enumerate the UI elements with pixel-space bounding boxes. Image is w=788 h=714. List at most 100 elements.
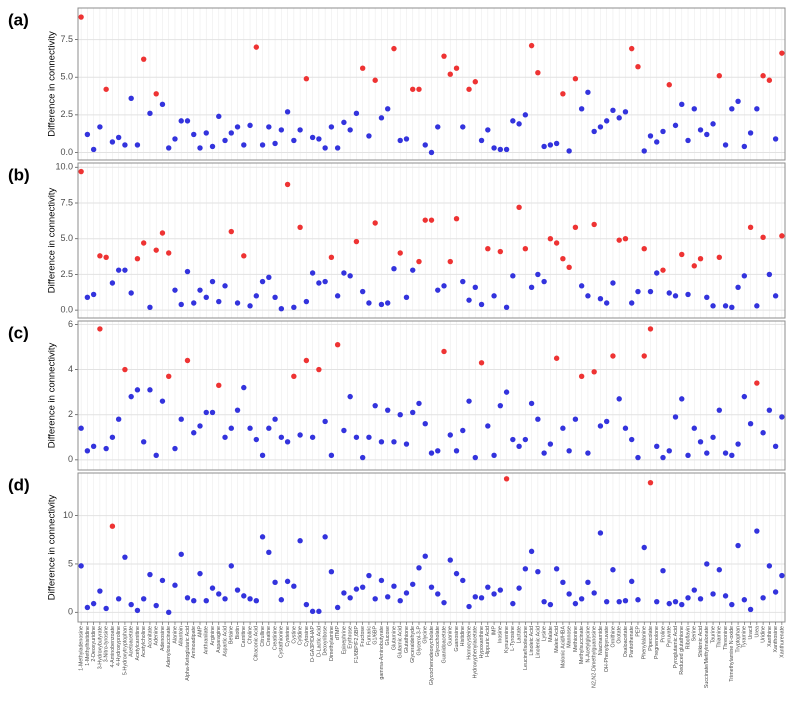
point [466, 398, 472, 404]
point [522, 436, 529, 443]
point [522, 566, 529, 572]
point [610, 280, 616, 286]
point [172, 445, 178, 452]
point [209, 409, 216, 416]
panel-label: (b) [8, 165, 30, 184]
point [378, 115, 385, 121]
point [447, 432, 453, 438]
point [754, 380, 760, 386]
point [729, 452, 735, 459]
point [528, 42, 535, 49]
x-tick-label: Leucine/Isoleucine [523, 626, 529, 670]
point [353, 238, 360, 245]
point [416, 400, 422, 407]
point [247, 303, 253, 309]
x-tick-label: AMP [197, 626, 203, 638]
point [278, 306, 285, 312]
point [284, 109, 291, 115]
point [747, 224, 754, 230]
point [203, 130, 209, 136]
x-tick-label: Serine [692, 626, 698, 641]
point [472, 594, 478, 600]
panel-label: (d) [8, 475, 30, 494]
point [460, 278, 466, 285]
point [747, 421, 754, 427]
point [535, 271, 541, 278]
x-tick-label: Cytidine [298, 626, 304, 645]
point [510, 436, 516, 443]
x-tick-label: Glutathione [404, 626, 410, 653]
y-tick-label: 4 [68, 364, 73, 374]
x-tick-label: Homocysteine [466, 626, 472, 660]
point [309, 434, 316, 440]
point [622, 109, 629, 115]
point [341, 427, 347, 434]
point [616, 396, 622, 402]
point [353, 434, 360, 440]
panel-label: (c) [8, 323, 29, 342]
point [140, 596, 147, 602]
point [241, 253, 247, 259]
y-tick-label: 7.5 [60, 197, 73, 207]
point [397, 598, 403, 604]
point [385, 594, 391, 600]
point [272, 579, 278, 586]
point [128, 290, 134, 296]
point [647, 133, 654, 139]
point [403, 136, 410, 142]
x-tick-label: Pregnenolone [654, 626, 660, 659]
point [378, 301, 385, 308]
point [722, 303, 729, 309]
point [747, 130, 754, 136]
point [84, 131, 91, 138]
x-tick-label: Methionine [573, 626, 579, 652]
point [516, 443, 522, 449]
point [84, 294, 91, 300]
y-tick-label: 5 [68, 558, 73, 568]
y-axis-title: Difference in connectivity [47, 343, 58, 449]
x-tick-label: Phenylalanine [642, 626, 648, 659]
x-tick-label: Biotin [235, 626, 241, 639]
x-tick-label: Asparagine [216, 626, 222, 653]
panel-border [77, 162, 786, 319]
point [159, 230, 166, 236]
point [272, 294, 278, 300]
point [485, 584, 491, 590]
point [378, 439, 385, 445]
point [403, 294, 410, 300]
x-tick-label: Succinate/Methylmalonate [704, 626, 710, 688]
point [516, 585, 522, 591]
point [209, 585, 216, 591]
point [747, 606, 754, 613]
point [710, 591, 716, 597]
point [485, 246, 491, 252]
point [760, 595, 766, 601]
point [766, 563, 773, 569]
point [710, 303, 716, 309]
point [641, 353, 647, 359]
point [234, 300, 241, 306]
point [103, 605, 109, 612]
point [109, 523, 116, 529]
point [366, 133, 372, 139]
x-tick-label: Linolenic Acid [535, 626, 541, 658]
point [566, 148, 572, 154]
x-tick-label: Acetylcarnitine [135, 626, 141, 660]
point [535, 568, 541, 575]
point [541, 598, 547, 605]
point [641, 148, 647, 154]
x-tick-label: Proline [660, 626, 666, 643]
x-tick-label: Pyroglutamic Acid [673, 626, 679, 668]
x-tick-label: Xanthurenate [779, 626, 785, 658]
point [503, 389, 510, 395]
point [147, 571, 153, 578]
point [216, 591, 222, 597]
point [78, 14, 84, 20]
point [760, 73, 766, 79]
point [334, 604, 341, 611]
point [547, 236, 554, 242]
x-tick-label: Orotate [617, 626, 623, 644]
point [297, 127, 303, 133]
point [385, 407, 391, 413]
point [291, 137, 297, 144]
